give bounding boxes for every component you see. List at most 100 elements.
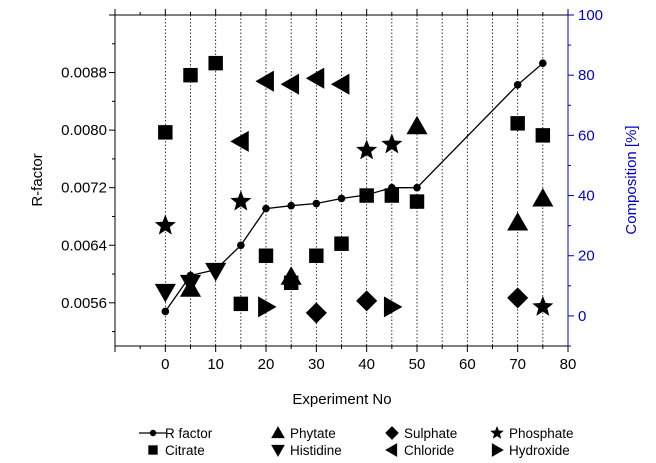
y-tick-label: 0.0072 [61, 180, 107, 197]
legend: R factor Citrate Phytate Histidine Sulphate C… [139, 425, 574, 458]
legend-item-histidine: Histidine [271, 443, 342, 458]
legend-label: Hydroxide [509, 443, 570, 458]
chloride-point [280, 73, 300, 95]
phosphate-point [154, 214, 176, 235]
chloride-point [255, 70, 274, 92]
rfactor-line [164, 62, 544, 312]
legend-item-phosphate: Phosphate [490, 425, 574, 441]
histidine-point [179, 274, 202, 294]
legend-triangle-right-icon [491, 443, 504, 457]
axes: 0 10 20 30 40 50 60 70 80 0.0056 0.0064 0.0072 0.008… [61, 7, 603, 373]
citrate-point [309, 248, 324, 263]
sulphate-point [356, 290, 378, 312]
x-tick-label: 50 [409, 356, 426, 373]
sulphate-point [507, 287, 529, 309]
x-tick-label: 40 [358, 356, 375, 373]
x-tick-label: 0 [161, 356, 169, 373]
legend-square-icon [148, 445, 158, 455]
sulphate-point [305, 302, 327, 324]
rfactor-point [312, 199, 321, 208]
legend-label: R factor [165, 426, 213, 441]
chloride-point [305, 67, 325, 89]
citrate-point [535, 128, 551, 143]
legend-triangle-down-icon [271, 444, 285, 457]
y2-tick-label: 40 [578, 188, 595, 205]
legend-label: Phytate [290, 426, 336, 441]
y2-tick-label: 100 [578, 7, 603, 24]
phosphate-point [230, 190, 252, 211]
rfactor-point [539, 59, 547, 68]
rfactor-point [362, 191, 371, 199]
y-tick-label: 0.0080 [61, 122, 107, 139]
phytate-point [406, 115, 428, 135]
rfactor-point [186, 271, 195, 280]
phytate-point [280, 266, 302, 285]
y2-tick-label: 80 [578, 67, 595, 84]
legend-item-phytate: Phytate [271, 426, 336, 441]
legend-label: Histidine [290, 443, 342, 458]
y-tick-label: 0.0056 [61, 295, 107, 312]
rfactor-point [161, 307, 170, 316]
citrate-point [183, 67, 198, 83]
y-tick-label: 0.0064 [61, 237, 107, 254]
rfactor-point [237, 241, 245, 250]
rfactor-point [388, 183, 396, 192]
citrate-point [334, 236, 349, 251]
y-tick-label: 0.0088 [61, 65, 107, 82]
phosphate-point [532, 295, 554, 316]
x-tick-label: 30 [308, 356, 325, 373]
rfactor-point [262, 204, 270, 213]
x-axis-label: Experiment No [292, 391, 391, 408]
legend-item-chloride: Chloride [385, 443, 454, 458]
legend-item-citrate: Citrate [148, 443, 205, 458]
phytate-point [507, 212, 529, 231]
citrate-point [409, 194, 425, 209]
y2-tick-label: 20 [578, 248, 595, 265]
rfactor-point [513, 80, 522, 89]
legend-label: Chloride [404, 443, 454, 458]
rfactor-point [211, 265, 220, 274]
chloride-point [330, 73, 350, 95]
phytate-point [532, 188, 554, 207]
legend-circle-icon [149, 429, 157, 437]
y2-tick-label: 0 [578, 308, 586, 325]
rfactor-point [413, 183, 421, 192]
rfactor-point [287, 201, 295, 210]
x-tick-label: 10 [207, 356, 224, 373]
citrate-point [208, 55, 223, 71]
legend-label: Phosphate [509, 426, 574, 441]
y-axis-label: R-factor [29, 153, 46, 206]
citrate-point [258, 248, 274, 263]
rfactor-point [337, 194, 346, 203]
y2-tick-label: 60 [578, 127, 595, 144]
series-rfactor [161, 59, 547, 316]
y2-axis-label: Composition [%] [623, 125, 640, 234]
legend-item-sulphate: Sulphate [385, 426, 457, 441]
vertical-grid [164, 15, 544, 346]
phosphate-point [356, 139, 378, 160]
legend-label: Sulphate [404, 426, 457, 441]
series-phosphate [154, 133, 554, 316]
phosphate-point [381, 133, 403, 154]
x-tick-label: 80 [560, 356, 577, 373]
chloride-point [230, 130, 249, 152]
legend-triangle-left-icon [385, 443, 398, 457]
citrate-point [158, 125, 173, 140]
series-layer [154, 55, 554, 324]
citrate-point [510, 116, 525, 131]
citrate-point [233, 296, 249, 312]
legend-item-hydroxide: Hydroxide [491, 443, 570, 458]
series-chloride [230, 67, 350, 152]
citrate-point [384, 188, 400, 203]
x-tick-label: 20 [258, 356, 275, 373]
x-tick-label: 60 [459, 356, 476, 373]
legend-diamond-icon [385, 426, 399, 440]
hydroxide-point [258, 296, 277, 318]
hydroxide-point [383, 296, 403, 318]
legend-star-icon [490, 425, 504, 439]
series-sulphate [305, 287, 529, 324]
legend-triangle-up-icon [271, 426, 285, 439]
x-tick-label: 70 [509, 356, 526, 373]
legend-label: Citrate [165, 443, 205, 458]
